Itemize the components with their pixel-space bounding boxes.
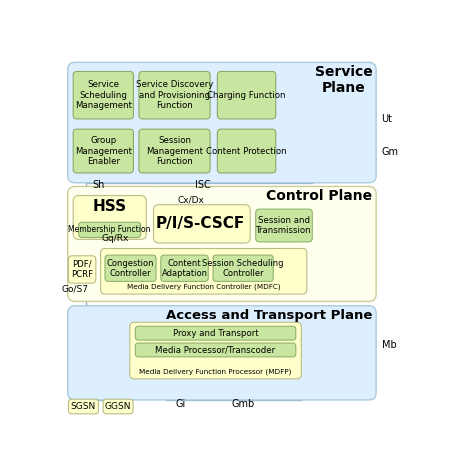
FancyBboxPatch shape <box>73 72 133 119</box>
Text: Content
Adaptation: Content Adaptation <box>162 258 208 278</box>
FancyBboxPatch shape <box>218 72 276 119</box>
FancyBboxPatch shape <box>68 256 96 283</box>
FancyBboxPatch shape <box>68 63 376 183</box>
Text: P/I/S-CSCF: P/I/S-CSCF <box>155 216 245 231</box>
Text: Gi: Gi <box>176 399 186 409</box>
FancyBboxPatch shape <box>73 129 133 173</box>
Text: Go/S7: Go/S7 <box>61 284 88 293</box>
Text: Gmb: Gmb <box>231 399 255 409</box>
Text: Group
Management
Enabler: Group Management Enabler <box>75 136 132 166</box>
Text: Gm: Gm <box>382 147 399 157</box>
Text: Charging Function: Charging Function <box>207 91 286 100</box>
Text: Sh: Sh <box>92 180 105 191</box>
Text: Content Protection: Content Protection <box>206 146 287 155</box>
Text: GGSN: GGSN <box>105 402 131 411</box>
Text: Membership Function: Membership Function <box>68 225 151 234</box>
FancyBboxPatch shape <box>135 326 296 340</box>
FancyBboxPatch shape <box>135 343 296 357</box>
FancyBboxPatch shape <box>161 255 208 282</box>
Text: Proxy and Transport: Proxy and Transport <box>173 328 258 337</box>
FancyBboxPatch shape <box>79 222 141 237</box>
Text: Media Delivery Function Processor (MDFP): Media Delivery Function Processor (MDFP) <box>139 369 292 375</box>
Text: Media Processor/Transcoder: Media Processor/Transcoder <box>155 346 275 355</box>
FancyBboxPatch shape <box>130 322 301 379</box>
Text: Gq/Rx: Gq/Rx <box>101 234 128 243</box>
Text: Ut: Ut <box>382 114 392 124</box>
Text: Control Plane: Control Plane <box>266 190 373 203</box>
FancyBboxPatch shape <box>68 306 376 400</box>
FancyBboxPatch shape <box>218 129 276 173</box>
Text: Session Scheduling
Controller: Session Scheduling Controller <box>202 258 284 278</box>
Text: Cx/Dx: Cx/Dx <box>177 196 204 205</box>
FancyBboxPatch shape <box>139 72 210 119</box>
FancyBboxPatch shape <box>73 196 146 239</box>
Text: Session and
Transmission: Session and Transmission <box>256 216 312 235</box>
Text: SGSN: SGSN <box>71 402 96 411</box>
FancyBboxPatch shape <box>68 186 376 301</box>
Text: PDF/
PCRF: PDF/ PCRF <box>71 260 93 279</box>
Text: Service
Scheduling
Management: Service Scheduling Management <box>75 80 132 110</box>
Text: ISC: ISC <box>195 180 210 191</box>
FancyBboxPatch shape <box>255 209 312 242</box>
Text: Service Discovery
and Provisioning
Function: Service Discovery and Provisioning Funct… <box>136 80 213 110</box>
Text: Access and Transport Plane: Access and Transport Plane <box>166 309 373 322</box>
Text: Session
Management
Function: Session Management Function <box>146 136 203 166</box>
FancyBboxPatch shape <box>139 129 210 173</box>
Text: Mb: Mb <box>382 340 396 350</box>
Text: HSS: HSS <box>92 199 127 214</box>
FancyBboxPatch shape <box>105 255 156 282</box>
FancyBboxPatch shape <box>100 248 307 294</box>
FancyBboxPatch shape <box>213 255 273 282</box>
Text: Congestion
Controller: Congestion Controller <box>107 258 154 278</box>
FancyBboxPatch shape <box>103 399 133 414</box>
FancyBboxPatch shape <box>154 205 250 243</box>
Text: Media Delivery Function Controller (MDFC): Media Delivery Function Controller (MDFC… <box>127 284 281 291</box>
Text: Service
Plane: Service Plane <box>315 65 373 95</box>
FancyBboxPatch shape <box>68 399 99 414</box>
